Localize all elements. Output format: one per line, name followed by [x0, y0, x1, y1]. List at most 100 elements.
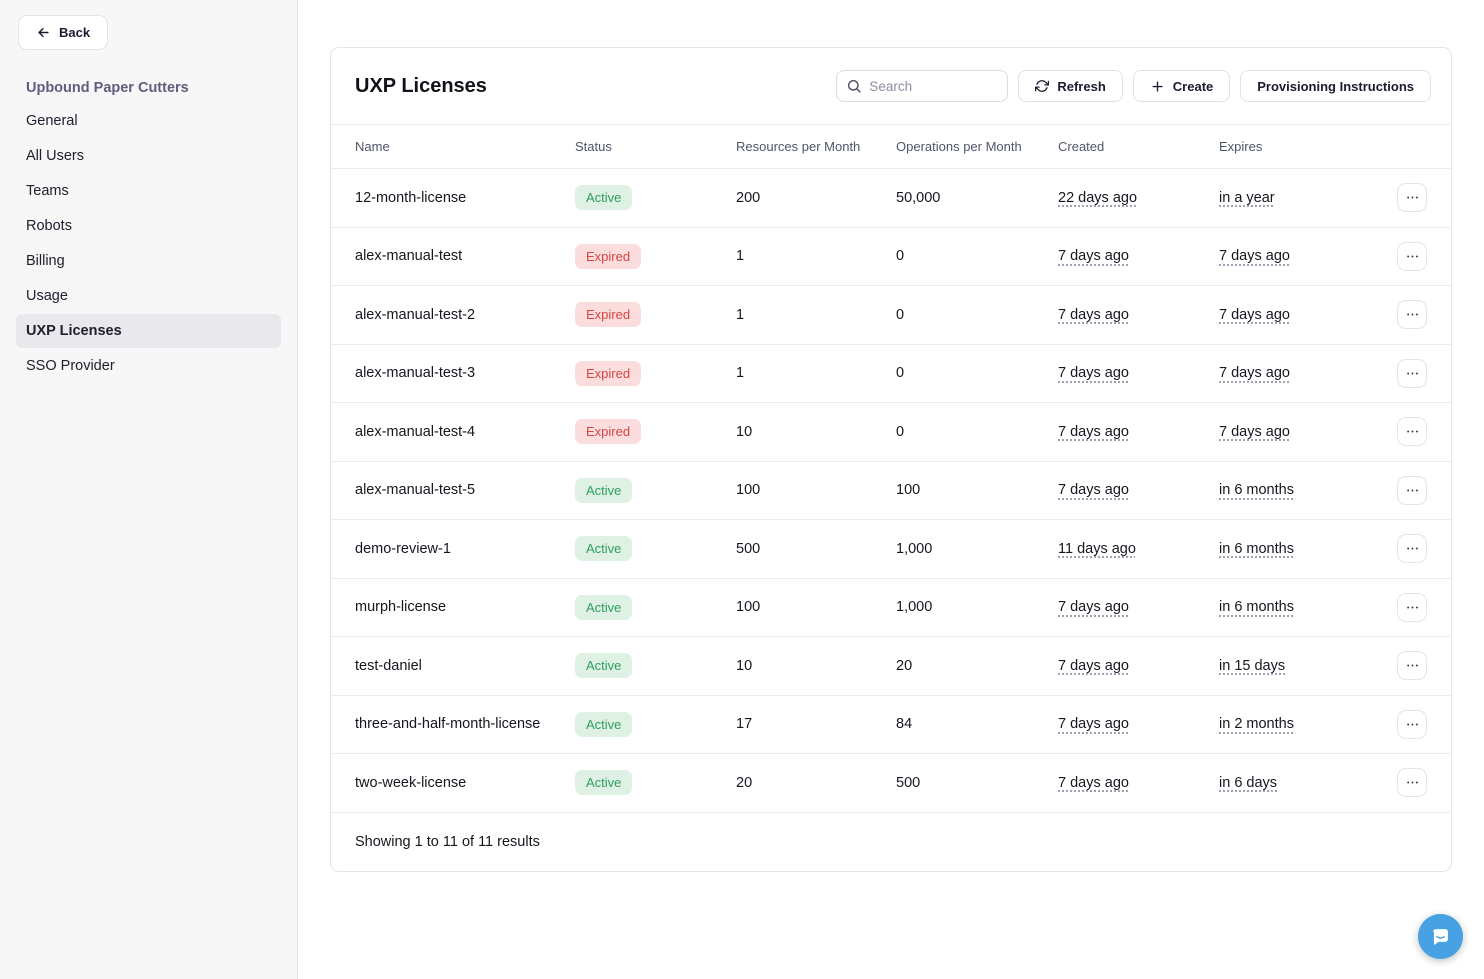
column-header-operations: Operations per Month	[896, 139, 1022, 154]
refresh-button-label: Refresh	[1057, 78, 1106, 94]
column-header-expires: Expires	[1219, 139, 1263, 154]
row-actions-button[interactable]	[1397, 651, 1427, 681]
expires-date[interactable]: 7 days ago	[1219, 306, 1290, 323]
status-badge: Active	[575, 653, 633, 679]
main-content: UXP Licenses	[298, 0, 1484, 979]
refresh-icon	[1035, 79, 1050, 93]
resources-per-month: 500	[736, 540, 761, 557]
org-name-heading: Upbound Paper Cutters	[26, 80, 189, 96]
license-name: 12-month-license	[355, 189, 467, 206]
create-button-label: Create	[1172, 78, 1214, 94]
row-actions-button[interactable]	[1397, 241, 1427, 271]
create-button[interactable]: Create	[1132, 70, 1231, 102]
created-date[interactable]: 11 days ago	[1058, 540, 1136, 557]
page-title: UXP Licenses	[355, 74, 487, 97]
expires-date[interactable]: in 15 days	[1219, 657, 1286, 674]
refresh-button[interactable]: Refresh	[1018, 70, 1123, 102]
licenses-card: UXP Licenses	[330, 47, 1452, 872]
provisioning-instructions-button[interactable]: Provisioning Instructions	[1240, 70, 1431, 102]
sidebar-item-billing[interactable]: Billing	[16, 244, 281, 278]
created-date[interactable]: 22 days ago	[1058, 189, 1138, 206]
operations-per-month: 0	[896, 365, 905, 382]
expires-date[interactable]: in 6 months	[1219, 599, 1294, 616]
ellipsis-icon	[1405, 424, 1420, 439]
operations-per-month: 500	[896, 774, 921, 791]
resources-per-month: 1	[736, 248, 745, 265]
sidebar-item-all-users[interactable]: All Users	[16, 139, 281, 173]
status-badge: Expired	[575, 302, 642, 328]
created-date[interactable]: 7 days ago	[1058, 482, 1129, 499]
ellipsis-icon	[1405, 600, 1420, 615]
table-row: alex-manual-test-5 Active 100 100 7 days…	[331, 460, 1451, 520]
operations-per-month: 1,000	[896, 599, 933, 616]
ellipsis-icon	[1405, 366, 1420, 381]
expires-date[interactable]: 7 days ago	[1219, 248, 1290, 265]
sidebar-item-general[interactable]: General	[16, 104, 281, 138]
row-actions-button[interactable]	[1397, 709, 1427, 739]
row-actions-button[interactable]	[1397, 417, 1427, 447]
created-date[interactable]: 7 days ago	[1058, 248, 1129, 265]
license-name: murph-license	[355, 599, 447, 616]
status-badge: Expired	[575, 360, 642, 386]
ellipsis-icon	[1405, 307, 1420, 322]
status-badge: Active	[575, 185, 633, 211]
column-header-status: Status	[575, 139, 612, 154]
sidebar-item-label: SSO Provider	[26, 358, 115, 374]
results-summary: Showing 1 to 11 of 11 results	[331, 811, 1451, 871]
sidebar-nav: General All Users Teams Robots Billing U…	[16, 104, 281, 383]
created-date[interactable]: 7 days ago	[1058, 774, 1129, 791]
table-row: demo-review-1 Active 500 1,000 11 days a…	[331, 519, 1451, 578]
created-date[interactable]: 7 days ago	[1058, 716, 1129, 733]
expires-date[interactable]: 7 days ago	[1219, 423, 1290, 440]
expires-date[interactable]: 7 days ago	[1219, 365, 1290, 382]
chat-launcher-button[interactable]	[1418, 914, 1463, 959]
status-badge: Expired	[575, 243, 642, 269]
expires-date[interactable]: in 2 months	[1219, 716, 1294, 733]
license-name: alex-manual-test-3	[355, 365, 476, 382]
sidebar-item-robots[interactable]: Robots	[16, 209, 281, 243]
created-date[interactable]: 7 days ago	[1058, 423, 1129, 440]
sidebar-item-label: Billing	[26, 253, 65, 269]
back-button[interactable]: Back	[18, 15, 109, 50]
ellipsis-icon	[1405, 775, 1420, 790]
operations-per-month: 0	[896, 423, 905, 440]
resources-per-month: 17	[736, 716, 753, 733]
row-actions-button[interactable]	[1397, 300, 1427, 330]
expires-date[interactable]: in 6 months	[1219, 540, 1294, 557]
table-row: test-daniel Active 10 20 7 days ago in 1…	[331, 636, 1451, 695]
ellipsis-icon	[1405, 541, 1420, 556]
search-input[interactable]	[836, 70, 1009, 102]
arrow-left-icon	[36, 25, 51, 40]
row-actions-button[interactable]	[1397, 358, 1427, 388]
expires-date[interactable]: in a year	[1219, 189, 1275, 206]
table-row: alex-manual-test-4 Expired 10 0 7 days a…	[331, 402, 1451, 461]
sidebar-item-sso-provider[interactable]: SSO Provider	[16, 349, 281, 383]
status-badge: Active	[575, 770, 633, 796]
created-date[interactable]: 7 days ago	[1058, 599, 1129, 616]
toolbar: Refresh Create Provisioning Instructions	[836, 70, 1431, 102]
row-actions-button[interactable]	[1397, 768, 1427, 798]
row-actions-button[interactable]	[1397, 534, 1427, 564]
created-date[interactable]: 7 days ago	[1058, 657, 1129, 674]
resources-per-month: 100	[736, 482, 761, 499]
sidebar-item-uxp-licenses[interactable]: UXP Licenses	[16, 314, 281, 348]
row-actions-button[interactable]	[1397, 475, 1427, 505]
table-row: two-week-license Active 20 500 7 days ag…	[331, 753, 1451, 812]
back-button-label: Back	[59, 25, 91, 40]
sidebar-item-teams[interactable]: Teams	[16, 174, 281, 208]
column-header-name: Name	[355, 139, 390, 154]
expires-date[interactable]: in 6 days	[1219, 774, 1278, 791]
license-name: test-daniel	[355, 657, 422, 674]
created-date[interactable]: 7 days ago	[1058, 306, 1129, 323]
row-actions-button[interactable]	[1397, 183, 1427, 213]
resources-per-month: 1	[736, 306, 745, 323]
status-badge: Active	[575, 594, 633, 620]
row-actions-button[interactable]	[1397, 592, 1427, 622]
sidebar-item-label: Robots	[26, 218, 72, 234]
column-header-resources: Resources per Month	[736, 139, 861, 154]
expires-date[interactable]: in 6 months	[1219, 482, 1294, 499]
created-date[interactable]: 7 days ago	[1058, 365, 1129, 382]
sidebar-item-usage[interactable]: Usage	[16, 279, 281, 313]
license-name: alex-manual-test-5	[355, 482, 476, 499]
table-row: alex-manual-test-2 Expired 1 0 7 days ag…	[331, 285, 1451, 344]
